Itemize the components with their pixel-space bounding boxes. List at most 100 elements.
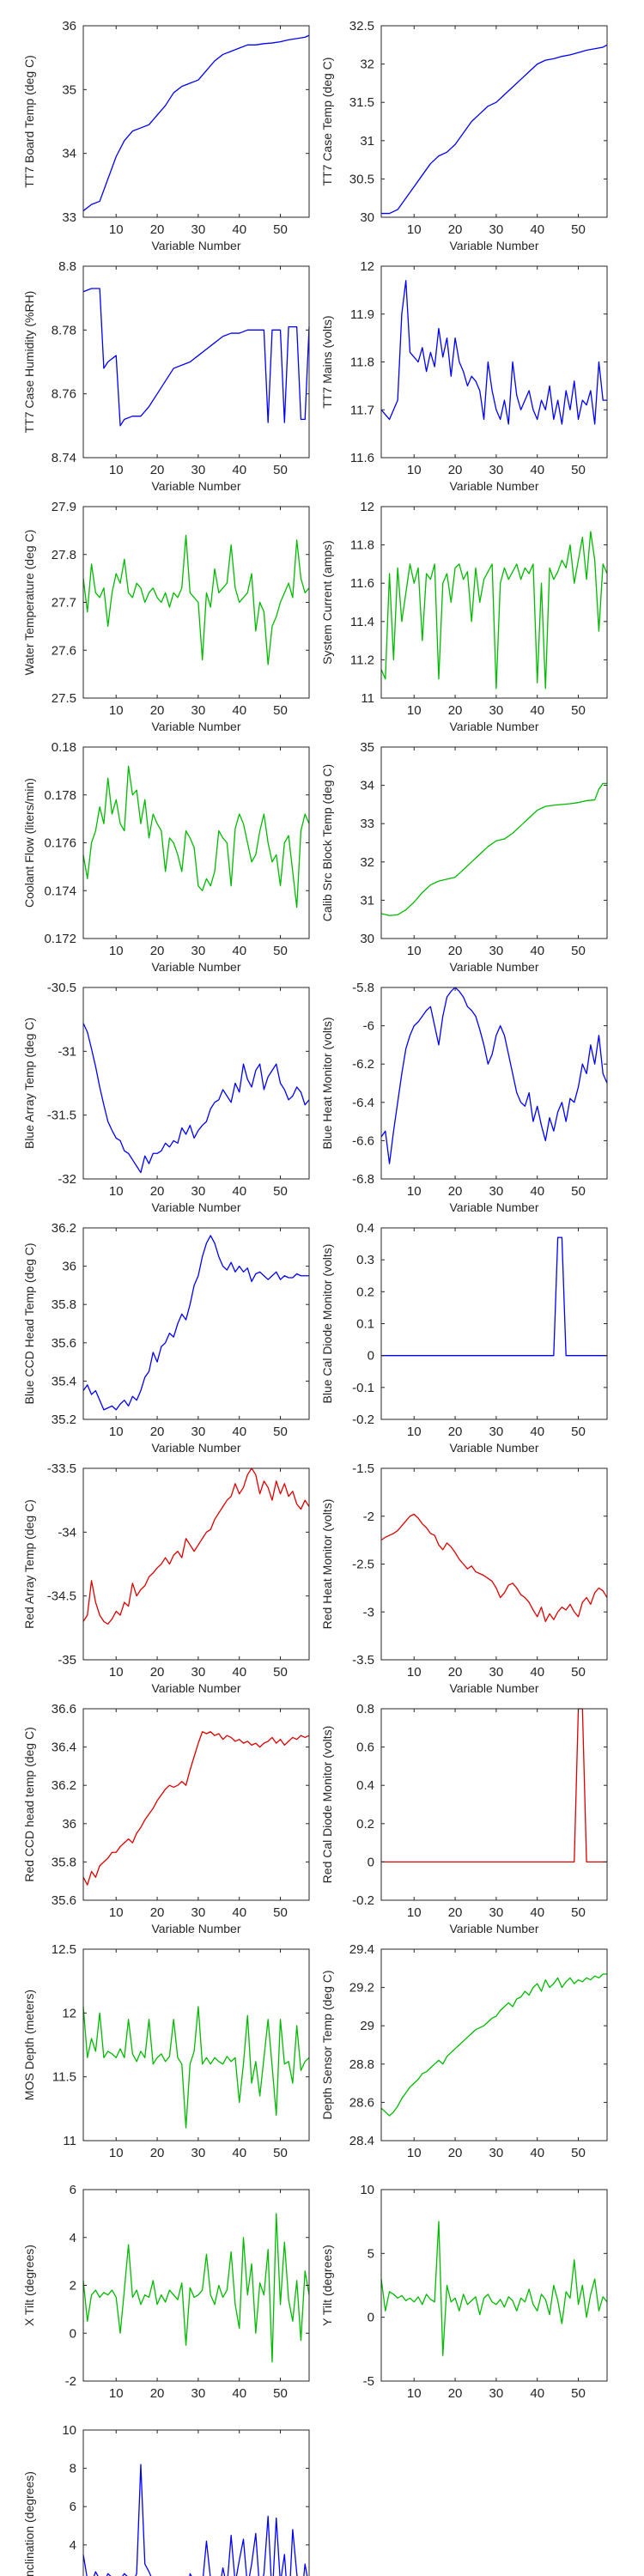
x-axis-label: Variable Number (151, 1441, 240, 1455)
y-tick-label: -34 (58, 1525, 76, 1540)
y-tick-label: -6.4 (352, 1096, 374, 1110)
series-line-8-1 (380, 782, 607, 916)
plot-frame (380, 25, 608, 218)
y-tick-label: 36.4 (52, 1741, 76, 1755)
y-tick-label: 34 (62, 147, 76, 161)
x-tick-label: 40 (530, 222, 544, 237)
x-tick-label: 50 (273, 1184, 288, 1199)
x-tick-label: 40 (530, 1425, 544, 1439)
series-line-1-1 (82, 34, 310, 212)
y-tick-label: 5 (368, 2246, 374, 2261)
y-tick-label: -0.2 (352, 1893, 374, 1908)
x-tick-label: 20 (150, 1665, 165, 1680)
y-tick-label: 29.4 (349, 1942, 374, 1957)
x-tick-label: 50 (273, 463, 288, 477)
x-tick-label: 50 (571, 1905, 586, 1920)
x-tick-label: 30 (191, 1905, 206, 1920)
x-tick-label: 30 (191, 222, 206, 237)
x-tick-label: 30 (489, 2386, 504, 2401)
chart-panel-5: 10 20 30 40 50 27.5 27.6 27.7 27.8 27.9 Variable N… (22, 500, 310, 733)
x-axis-label: Variable Number (151, 720, 240, 733)
y-tick-label: -0.1 (352, 1381, 374, 1395)
x-tick-label: 30 (191, 463, 206, 477)
y-tick-label: 32 (360, 58, 374, 72)
x-tick-label: 40 (530, 1905, 544, 1920)
x-tick-label: 10 (109, 1425, 124, 1439)
x-tick-label: 20 (150, 1184, 165, 1199)
y-tick-label: 0 (368, 1855, 374, 1869)
y-axis-label: Red Heat Monitor (volts) (320, 1499, 334, 1630)
x-tick-label: 40 (530, 1184, 544, 1199)
y-tick-label: -0.2 (352, 1413, 374, 1427)
y-tick-label: 0.6 (356, 1741, 374, 1755)
y-tick-label: 0.178 (44, 788, 76, 803)
y-tick-label: 0.3 (356, 1253, 374, 1267)
y-tick-label: 33 (62, 210, 76, 225)
y-tick-label: 0.4 (356, 1221, 374, 1236)
y-tick-label: 28.6 (349, 2095, 374, 2110)
y-tick-label: 35.6 (52, 1336, 76, 1351)
chart-panel-4: 10 20 30 40 50 11.6 11.7 11.8 11.9 12 Variable Num… (320, 259, 608, 493)
y-tick-label: -34.5 (47, 1589, 76, 1604)
x-tick-label: 20 (448, 2146, 463, 2160)
chart-panel-3: 10 20 30 40 50 8.74 8.76 8.78 8.8 Variable Number… (22, 259, 310, 493)
x-axis-label: Variable Number (151, 1200, 240, 1214)
x-tick-label: 40 (232, 463, 246, 477)
chart-panel-13: 10 20 30 40 50 -35 -34.5 -34 -33.5 Variable Numbe… (22, 1461, 310, 1695)
y-tick-label: 8.8 (58, 259, 76, 274)
x-tick-label: 20 (448, 2386, 463, 2401)
x-tick-label: 30 (489, 944, 504, 958)
y-tick-label: -33.5 (47, 1461, 76, 1476)
y-tick-label: 4 (70, 2231, 76, 2245)
series-line-10-1 (380, 987, 608, 1164)
x-axis-label: Variable Number (449, 1922, 538, 1935)
x-tick-label: 20 (150, 944, 165, 958)
y-axis-label: Depth Sensor Temp (deg C) (320, 1970, 334, 2119)
y-tick-label: 32.5 (349, 19, 374, 33)
plot-frame (380, 1227, 608, 1420)
chart-panel-11: 10 20 30 40 50 35.2 35.4 35.6 35.8 36 36.2 Variable… (22, 1221, 310, 1455)
plot-frame (380, 746, 608, 939)
y-axis-label: MOS Depth (meters) (22, 1990, 36, 2100)
y-axis-label: Blue CCD Head Temp (deg C) (22, 1242, 36, 1404)
y-tick-label: 11.6 (350, 451, 374, 465)
series-line-19-1 (82, 2213, 310, 2363)
y-tick-label: 10 (360, 2183, 374, 2197)
x-axis-label: Variable Number (449, 1441, 538, 1455)
x-tick-label: 40 (232, 1184, 246, 1199)
chart-panel-16: 10 20 30 40 50 -0.2 0 0.2 0.4 0.6 0.8 Variable Numb… (320, 1702, 608, 1935)
x-tick-label: 40 (232, 1905, 246, 1920)
x-tick-label: 50 (273, 703, 288, 718)
x-tick-label: 50 (571, 2146, 586, 2160)
y-tick-label: -5 (363, 2374, 374, 2389)
y-tick-label: 0.174 (44, 884, 76, 898)
y-tick-label: 27.9 (52, 500, 76, 514)
y-tick-label: 31 (360, 134, 374, 149)
plot-frame (82, 265, 310, 459)
y-tick-label: -31 (58, 1044, 76, 1059)
x-tick-label: 50 (273, 222, 288, 237)
y-tick-label: 0 (368, 2311, 374, 2325)
x-tick-label: 10 (407, 1425, 422, 1439)
y-axis-label: Y Tilt (degrees) (320, 2245, 334, 2326)
plot-frame (82, 2189, 310, 2382)
series-line-4-1 (380, 280, 607, 425)
x-tick-label: 20 (150, 2386, 165, 2401)
series-line-6-1 (380, 531, 608, 690)
plot-frame (82, 2429, 310, 2576)
y-tick-label: 30.5 (349, 172, 374, 186)
series-line-7-1 (82, 765, 310, 908)
y-tick-label: 11.2 (350, 653, 374, 667)
y-tick-label: -6.6 (352, 1133, 374, 1148)
y-tick-label: -6.2 (352, 1057, 374, 1072)
series-line-18-1 (380, 1973, 607, 2117)
x-tick-label: 10 (109, 944, 124, 958)
y-axis-label: Blue Cal Diode Monitor (volts) (320, 1244, 334, 1404)
x-tick-label: 30 (489, 2146, 504, 2160)
x-tick-label: 20 (150, 703, 165, 718)
y-tick-label: 11.8 (350, 538, 374, 553)
x-tick-label: 30 (489, 1425, 504, 1439)
series-line-12-1 (381, 1236, 607, 1357)
y-tick-label: 12 (360, 500, 374, 514)
x-tick-label: 20 (448, 1665, 463, 1680)
